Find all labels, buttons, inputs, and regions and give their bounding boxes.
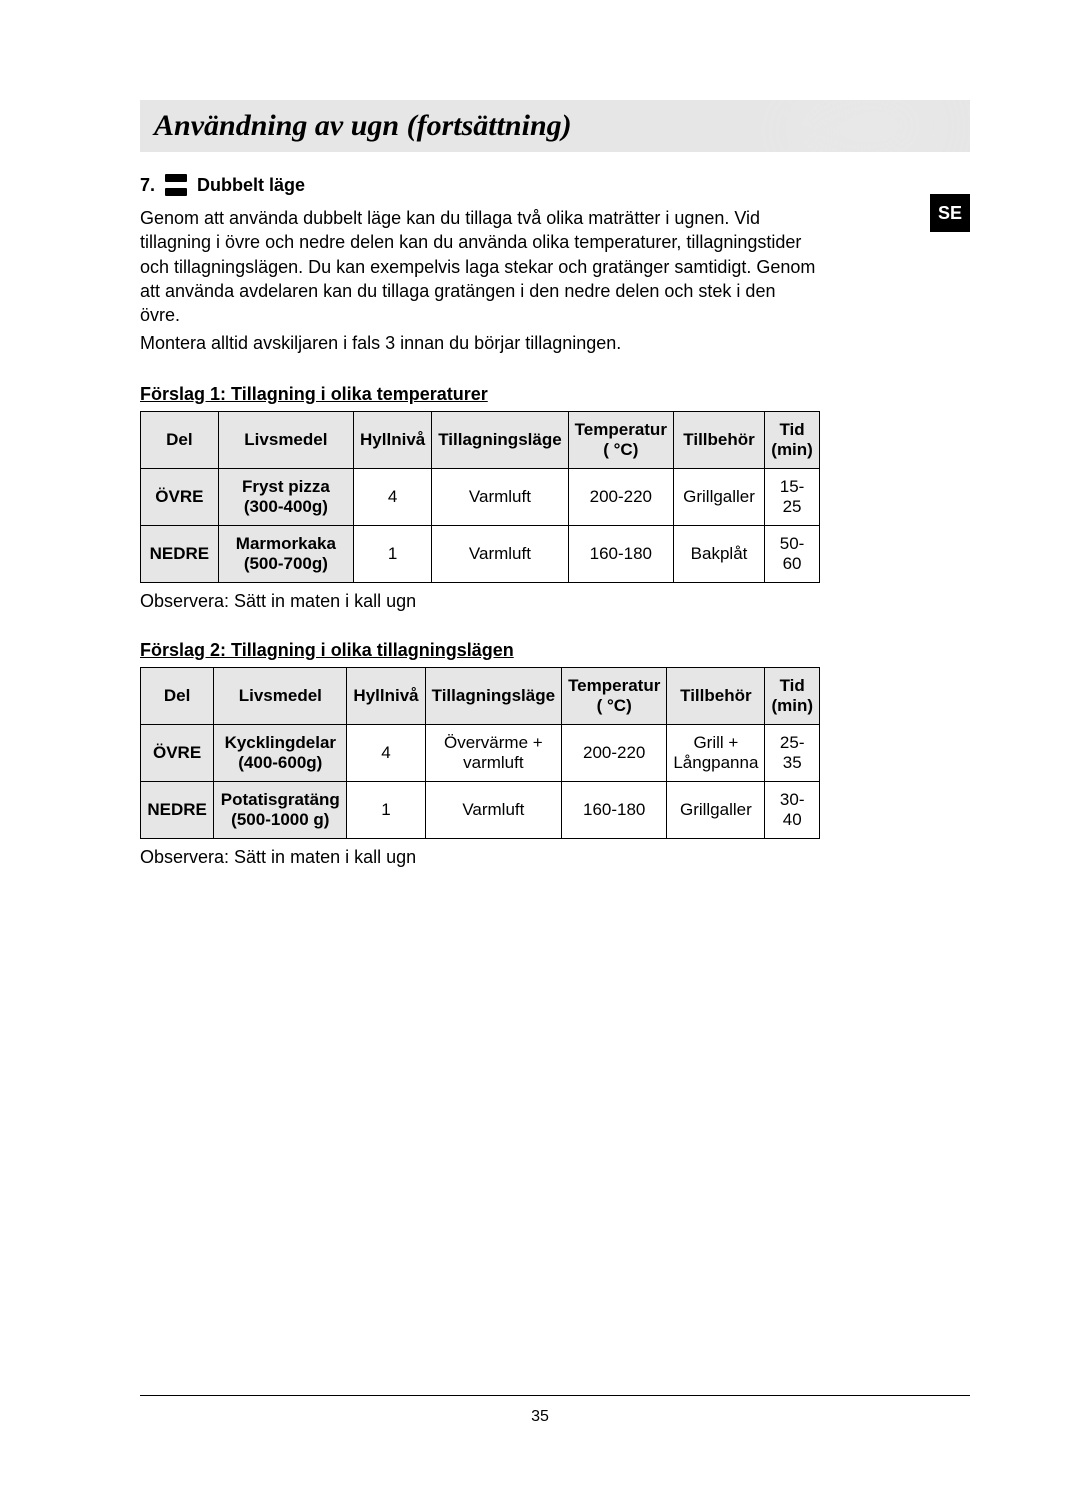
th-level: Hyllnivå (347, 667, 425, 724)
footer-rule (140, 1395, 970, 1396)
th-temp: Temperatur ( °C) (568, 411, 673, 468)
dual-mode-icon (165, 174, 187, 196)
cell-acc: Grillgaller (673, 468, 764, 525)
cell-level: 1 (354, 525, 432, 582)
cell-mode: Varmluft (432, 525, 568, 582)
table-row: NEDRE Marmorkaka (500-700g) 1 Varmluft 1… (141, 525, 820, 582)
cell-mode: Övervärme + varmluft (425, 724, 561, 781)
th-del: Del (141, 667, 214, 724)
page: Användning av ugn (fortsättning) SE 7. D… (0, 0, 1080, 1486)
cell-mode: Varmluft (432, 468, 568, 525)
cell-del: NEDRE (141, 781, 214, 838)
cell-time: 30-40 (765, 781, 820, 838)
language-tab: SE (930, 194, 970, 232)
section-heading: Dubbelt läge (197, 175, 305, 196)
cell-temp: 160-180 (562, 781, 667, 838)
section-number: 7. (140, 175, 155, 196)
th-time: Tid (min) (765, 411, 820, 468)
cell-temp: 200-220 (568, 468, 673, 525)
suggestion1-table: Del Livsmedel Hyllnivå Tillagningsläge T… (140, 411, 820, 583)
cell-level: 4 (347, 724, 425, 781)
th-mode: Tillagningsläge (425, 667, 561, 724)
th-food: Livsmedel (214, 667, 347, 724)
cell-del: NEDRE (141, 525, 219, 582)
th-time: Tid (min) (765, 667, 820, 724)
section-title-row: 7. Dubbelt läge (140, 174, 820, 196)
cell-acc: Bakplåt (673, 525, 764, 582)
suggestion2-title: Förslag 2: Tillagning i olika tillagning… (140, 640, 820, 661)
cell-time: 25-35 (765, 724, 820, 781)
cell-temp: 200-220 (562, 724, 667, 781)
cell-time: 50-60 (765, 525, 820, 582)
cell-del: ÖVRE (141, 724, 214, 781)
cell-mode: Varmluft (425, 781, 561, 838)
cell-level: 4 (354, 468, 432, 525)
suggestion1-title: Förslag 1: Tillagning i olika temperatur… (140, 384, 820, 405)
table-row: NEDRE Potatisgratäng (500-1000 g) 1 Varm… (141, 781, 820, 838)
table-row: ÖVRE Fryst pizza (300-400g) 4 Varmluft 2… (141, 468, 820, 525)
content: 7. Dubbelt läge Genom att använda dubbel… (140, 174, 820, 868)
th-temp: Temperatur ( °C) (562, 667, 667, 724)
cell-acc: Grill + Långpanna (667, 724, 765, 781)
suggestion1-note: Observera: Sätt in maten i kall ugn (140, 591, 820, 612)
section-paragraph-1: Genom att använda dubbelt läge kan du ti… (140, 206, 820, 327)
cell-food: Marmorkaka (500-700g) (218, 525, 353, 582)
suggestion2-table: Del Livsmedel Hyllnivå Tillagningsläge T… (140, 667, 820, 839)
page-number: 35 (0, 1408, 1080, 1426)
th-food: Livsmedel (218, 411, 353, 468)
table-row: ÖVRE Kycklingdelar (400-600g) 4 Övervärm… (141, 724, 820, 781)
cell-del: ÖVRE (141, 468, 219, 525)
cell-temp: 160-180 (568, 525, 673, 582)
th-del: Del (141, 411, 219, 468)
cell-acc: Grillgaller (667, 781, 765, 838)
th-acc: Tillbehör (673, 411, 764, 468)
cell-time: 15-25 (765, 468, 820, 525)
header-bar: Användning av ugn (fortsättning) (140, 100, 970, 152)
cell-level: 1 (347, 781, 425, 838)
cell-food: Fryst pizza (300-400g) (218, 468, 353, 525)
table-header-row: Del Livsmedel Hyllnivå Tillagningsläge T… (141, 411, 820, 468)
cell-food: Kycklingdelar (400-600g) (214, 724, 347, 781)
cell-food: Potatisgratäng (500-1000 g) (214, 781, 347, 838)
page-title: Användning av ugn (fortsättning) (154, 109, 572, 143)
section-paragraph-2: Montera alltid avskiljaren i fals 3 inna… (140, 331, 820, 355)
table-header-row: Del Livsmedel Hyllnivå Tillagningsläge T… (141, 667, 820, 724)
th-mode: Tillagningsläge (432, 411, 568, 468)
th-acc: Tillbehör (667, 667, 765, 724)
th-level: Hyllnivå (354, 411, 432, 468)
suggestion2-note: Observera: Sätt in maten i kall ugn (140, 847, 820, 868)
